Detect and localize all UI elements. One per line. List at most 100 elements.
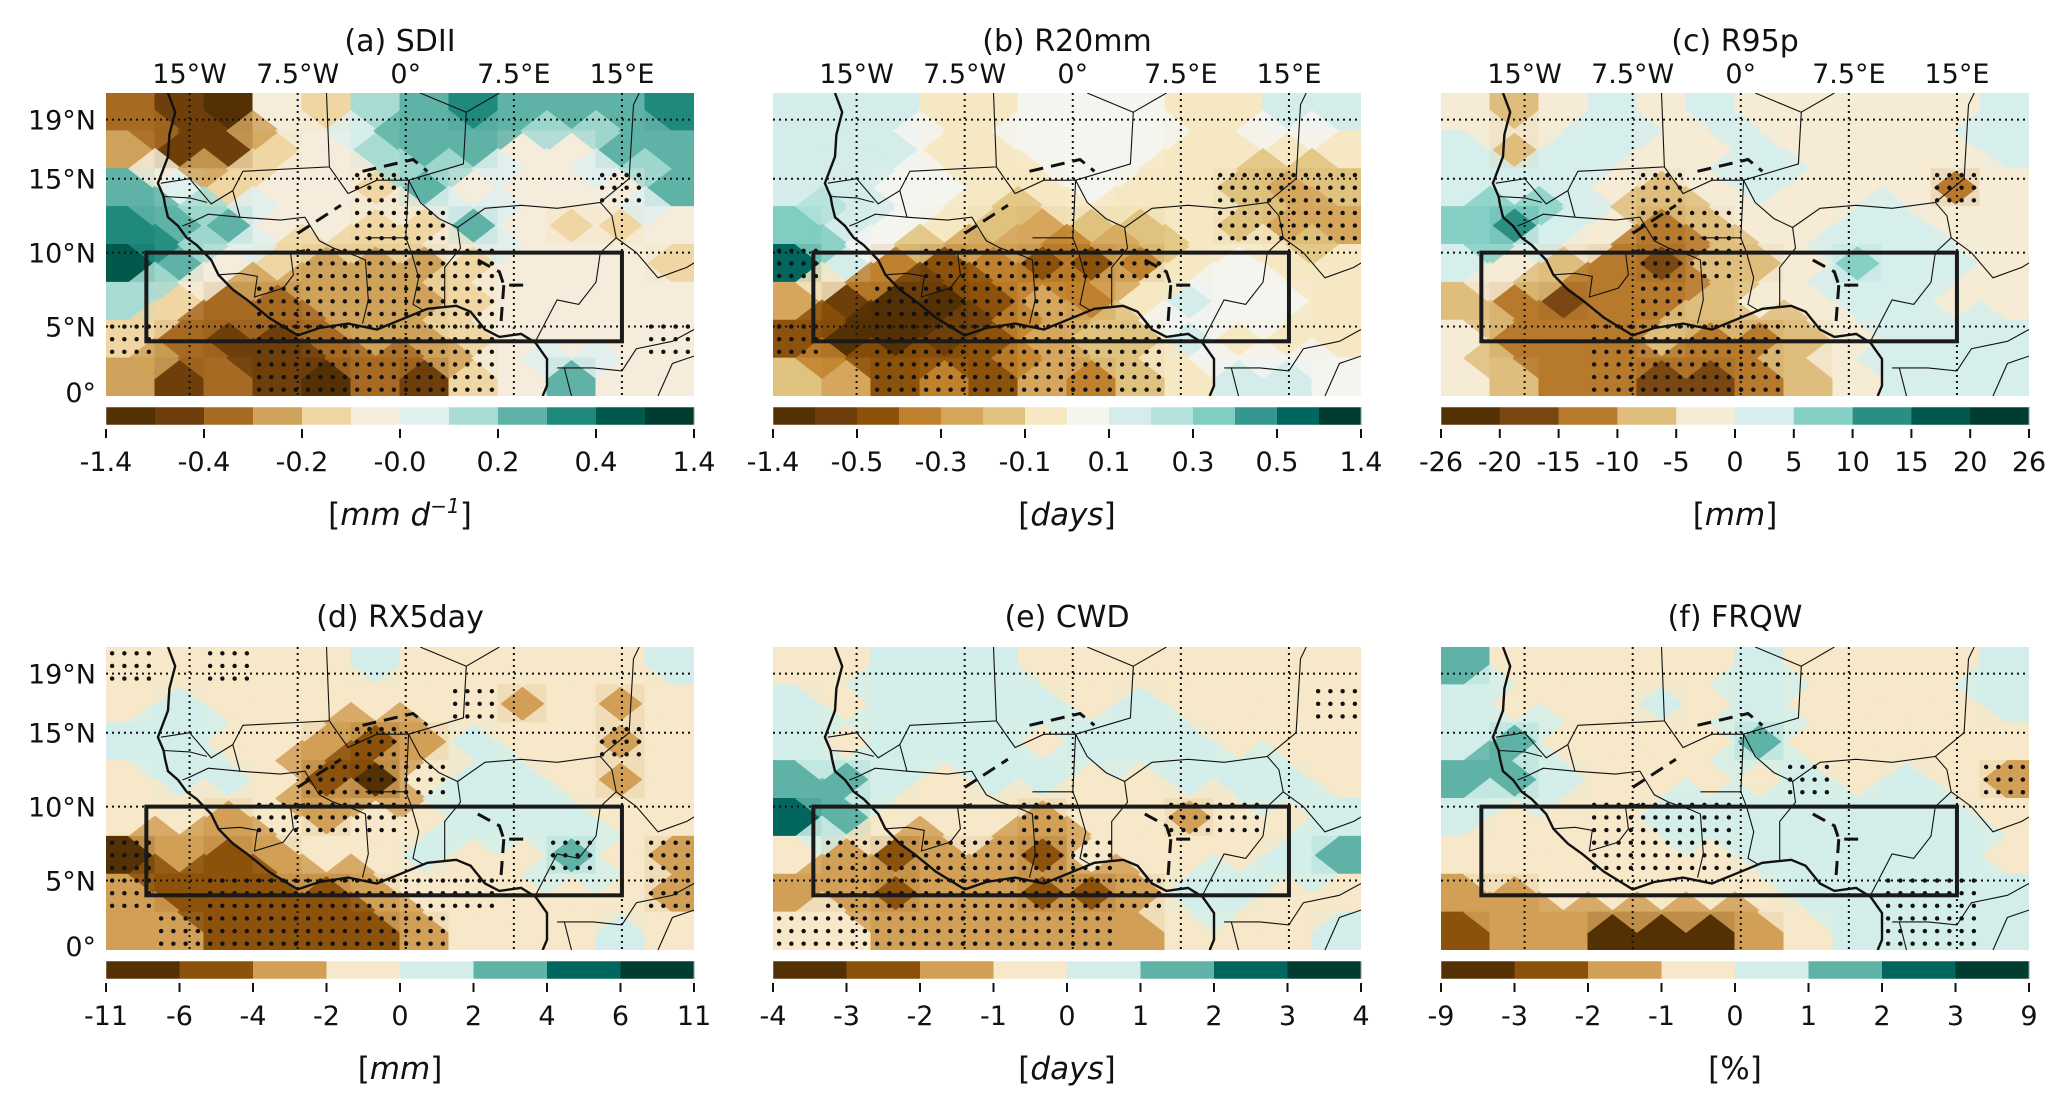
field-blend bbox=[844, 815, 898, 858]
colorbar-bin bbox=[473, 961, 548, 979]
significance-dot bbox=[1254, 172, 1260, 178]
significance-dot bbox=[985, 273, 990, 279]
significance-dot bbox=[269, 928, 274, 934]
significance-dot bbox=[122, 651, 127, 656]
significance-dot bbox=[1971, 941, 1977, 946]
field-blend bbox=[520, 701, 574, 744]
unit-post: ] bbox=[460, 497, 472, 533]
field-blend bbox=[1561, 337, 1615, 379]
significance-dot bbox=[183, 928, 188, 934]
significance-dot bbox=[948, 941, 953, 946]
significance-dot bbox=[391, 172, 397, 178]
significance-dot bbox=[1898, 916, 1903, 921]
significance-dot bbox=[354, 827, 360, 833]
significance-dot bbox=[428, 903, 433, 909]
significance-dot bbox=[220, 903, 225, 909]
significance-dot bbox=[232, 916, 237, 921]
significance-dot bbox=[1034, 815, 1039, 820]
unit-label: [mm] bbox=[1693, 497, 1778, 533]
significance-dot bbox=[899, 878, 904, 883]
significance-dot bbox=[305, 362, 311, 367]
significance-dot bbox=[354, 235, 360, 241]
significance-dot bbox=[936, 903, 941, 909]
significance-dot bbox=[899, 349, 904, 355]
significance-dot bbox=[109, 349, 115, 355]
colorbar-tick-label: -2 bbox=[907, 1001, 934, 1032]
significance-dot bbox=[1714, 840, 1719, 845]
country-border bbox=[657, 355, 694, 396]
significance-dot bbox=[1254, 198, 1260, 203]
significance-dot bbox=[1653, 286, 1658, 291]
colorbar-bin bbox=[547, 961, 621, 979]
country-border bbox=[899, 647, 997, 745]
significance-dot bbox=[1640, 235, 1646, 241]
significance-dot bbox=[403, 299, 409, 304]
significance-dot bbox=[269, 903, 274, 909]
significance-dot bbox=[1665, 374, 1670, 380]
significance-dot bbox=[330, 299, 335, 304]
field-blend bbox=[1512, 337, 1566, 379]
field-blend bbox=[1463, 701, 1517, 744]
country-border bbox=[1892, 883, 2029, 926]
colorbar-tick-label: 0 bbox=[1726, 447, 1743, 478]
significance-dot bbox=[1959, 903, 1964, 909]
significance-dot bbox=[1971, 878, 1977, 883]
significance-dot bbox=[244, 916, 250, 921]
field-blend bbox=[569, 701, 623, 744]
significance-dot bbox=[1058, 362, 1064, 367]
significance-dot bbox=[452, 701, 458, 707]
colorbar-bin bbox=[1441, 407, 1501, 425]
significance-dot bbox=[923, 928, 929, 934]
field-blend bbox=[1089, 853, 1143, 896]
field-blend bbox=[226, 701, 280, 744]
significance-dot bbox=[1677, 172, 1683, 178]
significance-dot bbox=[1058, 916, 1064, 921]
significance-dot bbox=[923, 261, 929, 266]
colorbar-bin bbox=[253, 961, 327, 979]
significance-dot bbox=[923, 916, 929, 921]
lat-tick-label: 0° bbox=[65, 932, 96, 963]
field-blend bbox=[1236, 739, 1290, 782]
significance-dot bbox=[1714, 827, 1719, 833]
field-blend bbox=[1285, 337, 1339, 379]
country-border bbox=[557, 883, 694, 926]
significance-dot bbox=[972, 311, 978, 317]
significance-dot bbox=[813, 349, 819, 355]
significance-dot bbox=[911, 916, 917, 921]
significance-dot bbox=[465, 273, 470, 279]
field-blend bbox=[1463, 223, 1517, 266]
significance-dot bbox=[1303, 185, 1309, 190]
country-border bbox=[232, 647, 330, 745]
field-blend bbox=[1040, 261, 1094, 304]
significance-dot bbox=[801, 336, 806, 342]
significance-dot bbox=[1119, 374, 1125, 380]
field-blend bbox=[1953, 185, 2007, 228]
significance-dot bbox=[256, 362, 262, 367]
field-blend bbox=[177, 261, 231, 304]
significance-dot bbox=[1726, 261, 1732, 266]
field-blend bbox=[1708, 261, 1762, 304]
significance-dot bbox=[1640, 324, 1646, 329]
significance-dot bbox=[838, 840, 843, 845]
significance-dot bbox=[391, 752, 397, 757]
significance-dot bbox=[256, 324, 262, 329]
field-blend bbox=[1659, 664, 1713, 706]
significance-dot bbox=[440, 903, 446, 909]
significance-dot bbox=[624, 198, 629, 203]
significance-dot bbox=[330, 362, 335, 367]
significance-dot bbox=[862, 941, 868, 946]
significance-dot bbox=[1775, 349, 1781, 355]
significance-dot bbox=[1230, 827, 1235, 833]
significance-dot bbox=[997, 916, 1002, 921]
significance-dot bbox=[985, 387, 990, 392]
significance-dot bbox=[789, 941, 794, 946]
significance-dot bbox=[1217, 235, 1223, 241]
significance-dot bbox=[985, 374, 990, 380]
field-blend bbox=[1757, 853, 1811, 896]
significance-dot bbox=[391, 916, 397, 921]
field-blend bbox=[422, 223, 476, 266]
significance-dot bbox=[874, 387, 880, 392]
colorbar-tick-label: 4 bbox=[538, 1001, 555, 1032]
significance-dot bbox=[1665, 815, 1670, 820]
